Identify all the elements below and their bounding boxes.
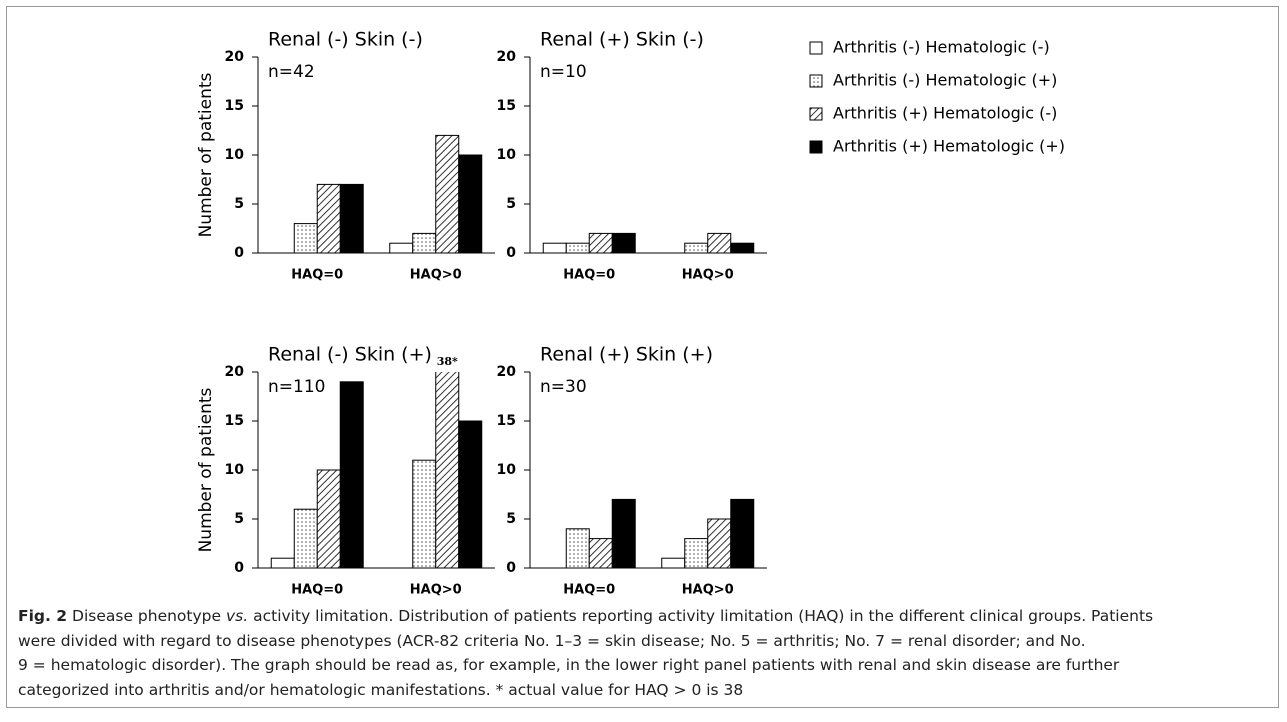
y-tick-label: 15 — [225, 98, 244, 114]
x-tick-label: HAQ>0 — [410, 268, 462, 283]
chart: Renal (-) Skin (-) n=42 Number of patients… — [196, 29, 1065, 598]
legend-swatch — [809, 74, 823, 88]
value-label: 38* — [437, 355, 458, 368]
caption-line: 9 = hematologic disorder). The graph sho… — [18, 656, 1120, 674]
bar — [435, 134, 460, 253]
y-tick-label: 10 — [497, 147, 517, 163]
y-tick-label: 10 — [225, 147, 245, 163]
panel-title: Renal (-) Skin (-) — [268, 29, 423, 51]
legend-swatch — [809, 107, 823, 121]
caption-line: Fig. 2 Disease phenotype vs. activity li… — [18, 604, 1153, 629]
legend-label: Arthritis (-) Hematologic (-) — [833, 38, 1050, 57]
bar — [588, 232, 613, 253]
figure-frame — [6, 6, 1279, 708]
bar — [293, 223, 318, 253]
y-tick-label: 10 — [497, 462, 517, 478]
caption: Fig. 2 Disease phenotype vs. activity li… — [18, 604, 1153, 702]
y-tick-label: 20 — [225, 364, 245, 380]
y-tick-label: 15 — [497, 413, 516, 429]
bar — [458, 420, 483, 568]
bar — [412, 232, 437, 253]
y-tick-label: 0 — [506, 245, 516, 261]
bar — [707, 518, 732, 568]
caption-text: activity limitation. Distribution of pat… — [253, 607, 1154, 625]
bar — [412, 459, 437, 568]
legend-swatch — [809, 41, 823, 55]
bar — [389, 242, 414, 253]
y-tick-label: 0 — [234, 560, 244, 576]
caption-text: Disease phenotype — [72, 607, 222, 625]
panel-subtitle: n=10 — [540, 62, 587, 82]
x-tick-label: HAQ=0 — [563, 268, 615, 283]
bar — [588, 538, 613, 568]
y-tick-label: 15 — [497, 98, 516, 114]
legend-swatch — [809, 140, 823, 154]
panel-subtitle: n=30 — [540, 377, 587, 397]
bar — [661, 557, 686, 568]
panel-title: Renal (+) Skin (-) — [540, 29, 704, 51]
y-axis-label: Number of patients — [196, 72, 216, 237]
bar — [316, 469, 341, 568]
caption-text: vs. — [225, 607, 249, 625]
y-tick-label: 20 — [497, 364, 517, 380]
bar — [565, 528, 590, 568]
bar — [611, 232, 636, 253]
caption-line: categorized into arthritis and/or hemato… — [18, 680, 744, 699]
y-tick-label: 5 — [506, 511, 516, 527]
panel-subtitle: n=42 — [268, 62, 315, 82]
bar — [316, 183, 341, 253]
bar — [611, 498, 636, 568]
bar — [293, 508, 318, 568]
x-tick-label: HAQ=0 — [291, 268, 343, 283]
caption-line: were divided with regard to disease phen… — [18, 631, 1086, 650]
y-tick-label: 5 — [234, 196, 244, 212]
y-tick-label: 5 — [234, 511, 244, 527]
x-tick-label: HAQ=0 — [291, 583, 343, 598]
y-tick-label: 0 — [234, 245, 244, 261]
bar — [339, 183, 364, 253]
bar — [730, 242, 755, 253]
bar — [270, 557, 295, 568]
y-axis-label: Number of patients — [196, 387, 216, 552]
bar — [339, 381, 364, 568]
bar — [684, 242, 709, 253]
bar — [707, 232, 732, 253]
panel-subtitle: n=110 — [268, 377, 325, 397]
x-tick-label: HAQ=0 — [563, 583, 615, 598]
bar — [458, 154, 483, 253]
legend-label: Arthritis (+) Hematologic (+) — [833, 137, 1065, 156]
legend-label: Arthritis (-) Hematologic (+) — [833, 71, 1057, 90]
y-tick-label: 20 — [225, 49, 245, 65]
x-tick-label: HAQ>0 — [682, 268, 734, 283]
x-tick-label: HAQ>0 — [682, 583, 734, 598]
legend-label: Arthritis (+) Hematologic (-) — [833, 104, 1057, 123]
bar — [542, 242, 567, 253]
bar — [730, 498, 755, 568]
panel-title: Renal (-) Skin (+) — [268, 344, 432, 366]
y-tick-label: 15 — [225, 413, 244, 429]
y-tick-label: 10 — [225, 462, 245, 478]
bar — [684, 538, 709, 568]
figure-label: Fig. 2 — [18, 607, 68, 625]
bar — [565, 242, 590, 253]
bar — [435, 372, 460, 568]
y-tick-label: 0 — [506, 560, 516, 576]
y-tick-label: 20 — [497, 49, 517, 65]
panel-title: Renal (+) Skin (+) — [540, 344, 713, 366]
x-tick-label: HAQ>0 — [410, 583, 462, 598]
y-tick-label: 5 — [506, 196, 516, 212]
